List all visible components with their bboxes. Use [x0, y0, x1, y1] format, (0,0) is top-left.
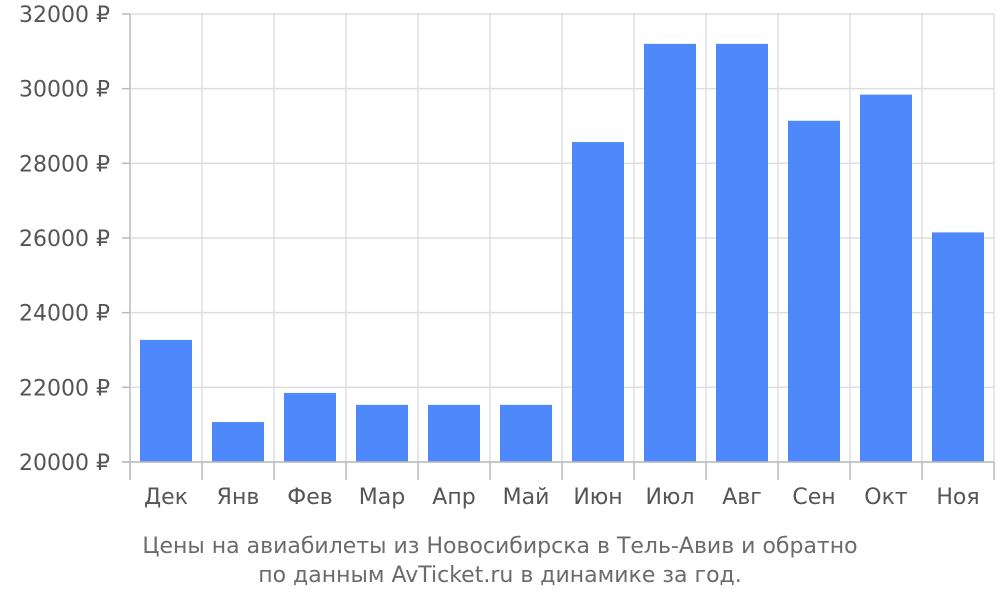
y-tick-label: 20000 ₽	[19, 451, 110, 476]
chart-caption: Цены на авиабилеты из Новосибирска в Тел…	[0, 532, 1000, 590]
bar-12	[932, 232, 984, 462]
y-tick-labels: 20000 ₽ 22000 ₽ 24000 ₽ 26000 ₽ 28000 ₽ 30000…	[19, 3, 110, 476]
caption-line-1: Цены на авиабилеты из Новосибирска в Тел…	[142, 534, 858, 559]
y-tick-label: 32000 ₽	[19, 3, 110, 28]
bars	[140, 43, 984, 463]
bar-4	[356, 404, 408, 462]
x-tick-label: Июн	[573, 485, 622, 510]
bar-1	[140, 339, 192, 462]
y-tick-label: 28000 ₽	[19, 152, 110, 177]
x-tick-label: Апр	[432, 485, 475, 510]
bar-9	[716, 43, 768, 462]
y-tick-label: 22000 ₽	[19, 376, 110, 401]
x-tick-label: Сен	[792, 485, 835, 510]
x-tick-label: Июл	[645, 485, 694, 510]
x-tick-labels: Дек Янв Фев Мар Апр Май Июн Июл Авг Сен Окт Ноя	[144, 485, 980, 510]
bar-7	[572, 142, 624, 462]
bar-8	[644, 43, 696, 462]
x-tick-label: Мар	[359, 485, 405, 510]
x-tick-label: Дек	[144, 485, 188, 510]
x-tick-label: Ноя	[936, 485, 979, 510]
caption-line-2: по данным AvTicket.ru в динамике за год.	[258, 563, 742, 588]
price-bar-chart: 20000 ₽ 22000 ₽ 24000 ₽ 26000 ₽ 28000 ₽ 30000…	[19, 3, 995, 510]
bar-10	[788, 120, 840, 463]
bar-3	[284, 392, 336, 462]
x-tick-label: Май	[503, 485, 550, 510]
bar-6	[500, 404, 552, 462]
axes	[122, 13, 995, 480]
x-tick-label: Янв	[217, 485, 260, 510]
y-tick-label: 30000 ₽	[19, 78, 110, 103]
x-tick-label: Окт	[864, 485, 908, 510]
x-tick-label: Фев	[287, 485, 332, 510]
bar-11	[860, 94, 912, 462]
x-tick-label: Авг	[722, 485, 762, 510]
y-tick-label: 24000 ₽	[19, 302, 110, 327]
bar-5	[428, 404, 480, 462]
y-tick-label: 26000 ₽	[19, 227, 110, 252]
bar-2	[212, 422, 264, 462]
grid-lines	[130, 13, 995, 463]
